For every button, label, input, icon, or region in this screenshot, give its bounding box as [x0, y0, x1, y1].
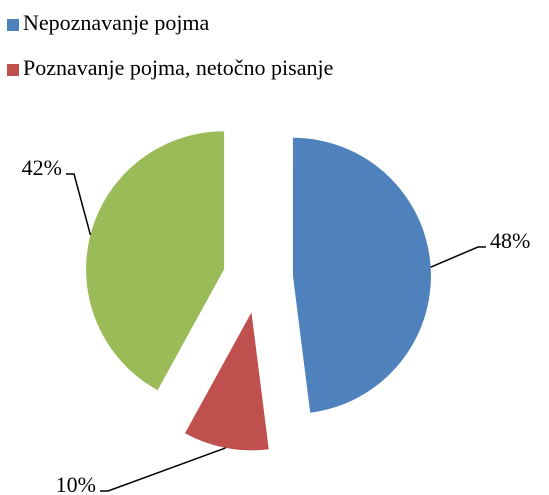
legend-label: Poznavanje pojma, netočno pisanje	[23, 55, 333, 80]
leader-line	[100, 447, 226, 492]
data-label: 48%	[490, 228, 530, 253]
legend-swatch	[7, 19, 19, 31]
legend-label: Nepoznavanje pojma	[23, 10, 210, 35]
pie-slice	[292, 137, 431, 413]
leader-line	[66, 173, 92, 236]
data-label: 10%	[56, 472, 96, 495]
pie-slice	[184, 312, 269, 451]
pie-slice	[86, 131, 225, 391]
leader-line	[430, 246, 486, 268]
legend-swatch	[7, 64, 19, 76]
data-label: 42%	[22, 155, 62, 180]
